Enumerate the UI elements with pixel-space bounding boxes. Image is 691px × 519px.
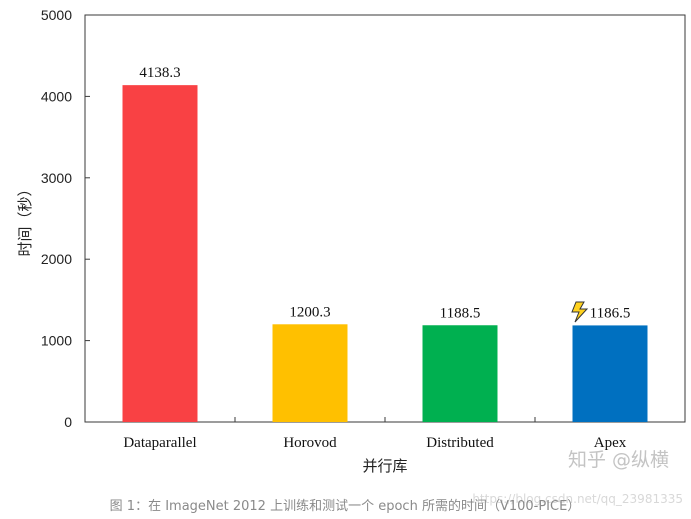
category-label-apex: Apex xyxy=(594,435,627,451)
bar-distributed xyxy=(422,325,498,422)
y-tick-label: 1000 xyxy=(41,333,72,349)
data-label-distributed: 1188.5 xyxy=(440,305,481,321)
category-label-dataparallel: Dataparallel xyxy=(123,435,196,451)
bars-group xyxy=(122,85,648,422)
bar-dataparallel xyxy=(122,85,198,422)
lightning-icon xyxy=(571,301,589,323)
y-axis-title: 时间（秒） xyxy=(16,181,34,256)
data-label-dataparallel: 4138.3 xyxy=(139,65,180,81)
y-axis: 0 1000 2000 3000 4000 5000 xyxy=(41,7,90,430)
category-labels-group: Dataparallel Horovod Distributed Apex xyxy=(123,435,626,451)
x-axis-title: 并行库 xyxy=(362,457,407,475)
bar-horovod xyxy=(272,324,348,422)
data-label-horovod: 1200.3 xyxy=(289,304,330,320)
y-tick-label: 3000 xyxy=(41,170,72,186)
y-tick-label: 4000 xyxy=(41,88,72,104)
y-tick-label: 5000 xyxy=(41,7,72,23)
y-tick-label: 2000 xyxy=(41,251,72,267)
figure-caption: 图 1：在 ImageNet 2012 上训练和测试一个 epoch 所需的时间… xyxy=(110,498,581,514)
csdn-watermark: https://blog.csdn.net/qq_23981335 xyxy=(472,492,683,506)
category-label-distributed: Distributed xyxy=(426,435,494,451)
x-axis xyxy=(234,417,536,422)
zhihu-watermark: 知乎 @纵横 xyxy=(568,449,669,471)
data-labels-group: 4138.3 1200.3 1188.5 1186.5 xyxy=(139,65,630,321)
y-tick-label: 0 xyxy=(64,414,72,430)
data-label-apex: 1186.5 xyxy=(590,305,631,321)
category-label-horovod: Horovod xyxy=(283,435,337,451)
bar-apex xyxy=(572,325,648,422)
